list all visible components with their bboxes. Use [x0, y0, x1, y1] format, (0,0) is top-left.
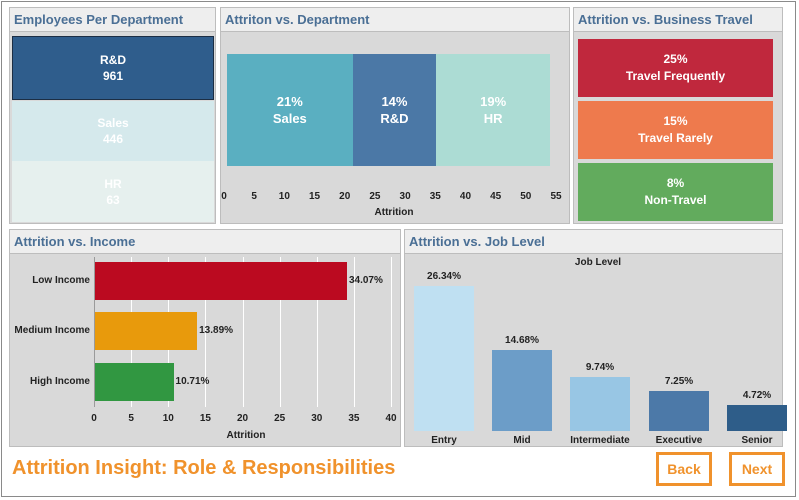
department-x-tick: 15 [308, 191, 321, 202]
job-level-bar[interactable] [727, 405, 787, 431]
employees-panel: Employees Per Department R&D 961 Sales 4… [9, 7, 216, 224]
income-gridline [242, 257, 244, 407]
travel-tile-label: Travel Rarely [638, 131, 713, 145]
income-bar[interactable] [94, 363, 174, 401]
department-treemap: 21% Sales 14% R&D 19% HR [227, 54, 550, 166]
job-level-bar-value: 14.68% [505, 335, 539, 347]
income-category-label: Medium Income [14, 325, 90, 336]
department-x-tick: 50 [520, 191, 532, 202]
income-bar[interactable] [94, 312, 198, 350]
department-attrition-title: Attriton vs. Department [221, 8, 569, 32]
income-x-tick: 20 [236, 413, 249, 424]
travel-tile-non-travel[interactable]: 8% Non-Travel [578, 163, 773, 221]
job-level-bar[interactable] [570, 377, 630, 431]
travel-tile-label: Non-Travel [644, 193, 707, 207]
travel-tile-rarely[interactable]: 15% Travel Rarely [578, 101, 773, 159]
department-x-axis: 0 5 10 15 20 25 30 35 40 45 50 55 [221, 191, 571, 205]
travel-tile-pct: 15% [663, 114, 688, 128]
travel-tile-pct: 25% [663, 52, 688, 66]
dept-tile-name: R&D [100, 53, 126, 67]
job-level-chart: 26.34% Entry 14.68% Mid 9.74% Intermediate 7.2… [405, 230, 787, 448]
income-bar[interactable] [94, 262, 347, 300]
job-level-subtitle: Job Level [574, 257, 622, 268]
income-x-tick: 15 [199, 413, 211, 424]
travel-tile-pct: 8% [666, 176, 685, 190]
income-x-tick: 30 [311, 413, 323, 424]
department-x-tick: 30 [399, 191, 411, 202]
income-gridline [279, 257, 281, 407]
dept-tile-value: 63 [106, 192, 120, 207]
job-level-bar-value: 7.25% [664, 376, 694, 388]
dept-tile-rnd[interactable]: R&D 961 [12, 36, 214, 100]
job-level-category-label: Mid [513, 435, 531, 446]
department-x-tick: 55 [550, 191, 562, 202]
income-x-tick: 5 [128, 413, 134, 424]
income-x-tick: 0 [91, 413, 97, 424]
travel-panel: Attrition vs. Business Travel 25% Travel… [573, 7, 783, 224]
job-level-category-label: Entry [431, 435, 457, 446]
job-level-bar[interactable] [414, 286, 474, 431]
job-level-bar-value: 4.72% [742, 390, 772, 402]
treemap-segment-label: HR [483, 111, 503, 126]
income-x-tick: 10 [162, 413, 174, 424]
travel-tile-label: Travel Frequently [625, 69, 726, 83]
dept-tile-value: 446 [102, 132, 124, 146]
dept-tile-sales[interactable]: Sales 446 [12, 101, 214, 161]
next-button[interactable]: Next [729, 452, 785, 486]
income-x-axis-label: Attrition [226, 430, 266, 441]
job-level-panel-title: Attrition vs. Job Level [405, 230, 782, 254]
income-x-tick: 40 [385, 413, 397, 424]
income-bar-value: 13.89% [199, 325, 234, 336]
department-x-tick: 40 [459, 191, 472, 202]
job-level-bar-value: 9.74% [585, 362, 615, 374]
income-bar-value: 34.07% [348, 275, 383, 286]
dept-tile-name: Sales [97, 116, 129, 130]
income-x-axis-line [94, 257, 95, 407]
department-x-tick: 5 [251, 191, 257, 202]
income-gridline [353, 257, 355, 407]
job-level-category-label: Executive [655, 435, 703, 446]
income-gridline [316, 257, 318, 407]
department-x-tick: 0 [221, 191, 227, 202]
treemap-segment-label: Sales [272, 111, 307, 126]
dept-tile-name: HR [104, 176, 122, 191]
back-button[interactable]: Back [656, 452, 712, 486]
income-bar-value: 10.71% [175, 376, 210, 387]
income-category-label: High Income [29, 376, 90, 387]
travel-tile-frequently[interactable]: 25% Travel Frequently [578, 39, 773, 97]
income-x-tick: 35 [348, 413, 360, 424]
dept-tile-value: 961 [102, 69, 124, 83]
job-level-category-label: Senior [741, 435, 773, 446]
treemap-segment-pct: 19% [480, 94, 507, 109]
income-chart: Low Income 34.07% Medium Income 13.89% High … [10, 230, 402, 448]
income-gridline [391, 257, 392, 407]
income-panel-title: Attrition vs. Income [10, 230, 400, 254]
treemap-segment-sales[interactable]: 21% Sales [227, 54, 353, 166]
department-x-tick: 35 [429, 191, 441, 202]
income-gridline [205, 257, 207, 407]
job-level-category-label: Intermediate [570, 435, 630, 446]
income-category-label: Low Income [32, 275, 90, 286]
department-x-tick: 10 [278, 191, 290, 202]
treemap-segment-pct: 21% [276, 94, 303, 109]
department-x-tick: 45 [490, 191, 502, 202]
department-attrition-panel: Attriton vs. Department 21% Sales 14% R&D 19… [220, 7, 570, 224]
income-x-tick: 25 [274, 413, 286, 424]
employees-panel-title: Employees Per Department [10, 8, 215, 32]
job-level-bar[interactable] [649, 391, 709, 431]
treemap-segment-hr[interactable]: 19% HR [436, 54, 550, 166]
department-x-tick: 20 [339, 191, 351, 202]
treemap-segment-rd[interactable]: 14% R&D [352, 54, 437, 166]
treemap-segment-label: R&D [380, 111, 409, 126]
page-title: Attrition Insight: Role & Responsibiliti… [12, 457, 396, 479]
job-level-bar-value: 26.34% [427, 271, 461, 282]
dept-tile-hr[interactable]: HR 63 [12, 161, 214, 222]
department-x-tick: 25 [369, 191, 381, 202]
travel-panel-title: Attrition vs. Business Travel [574, 8, 782, 32]
treemap-segment-pct: 14% [381, 94, 408, 109]
department-x-axis-label: Attrition [374, 207, 414, 218]
job-level-panel: Attrition vs. Job Level Job Level 26.34%… [404, 229, 787, 448]
income-panel: Attrition vs. Income Low Income 34.07% Med… [9, 229, 401, 447]
job-level-bar[interactable] [492, 350, 552, 431]
